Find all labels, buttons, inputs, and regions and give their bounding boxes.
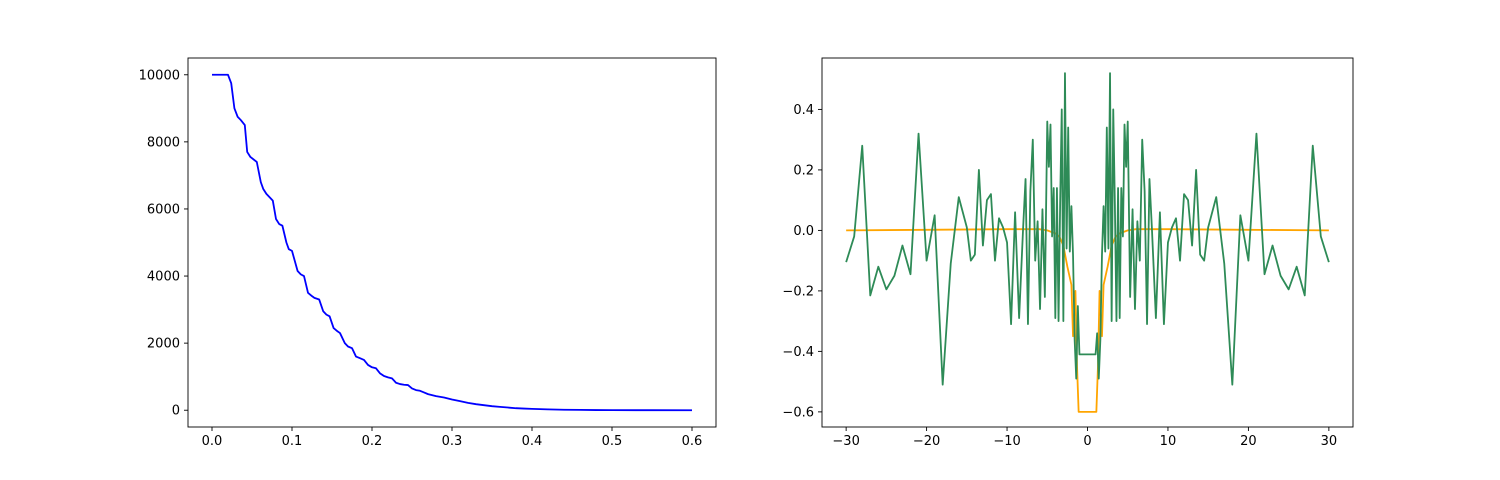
right-chart-y-tick-label: 0.0 <box>793 224 814 239</box>
left-chart-series <box>212 73 693 412</box>
right-chart-x-tick-label: 30 <box>1321 434 1338 449</box>
left-chart-y-tick-label: 8000 <box>147 135 180 150</box>
left-chart-series-line-0 <box>212 73 693 412</box>
right-chart-x-tick-label: −20 <box>913 434 940 449</box>
right-chart-x-tick-label: 0 <box>1083 434 1091 449</box>
right-chart-x-tick-label: 20 <box>1240 434 1257 449</box>
right-chart-x-tick-label: −30 <box>832 434 859 449</box>
right-chart-y-tick-label: 0.2 <box>793 163 814 178</box>
left-chart-y-tick-label: 4000 <box>147 270 180 285</box>
left-chart-x-tick-label: 0.1 <box>282 434 303 449</box>
left-chart-ticks: 0.0 0.1 0.2 0.3 0.4 0.5 0.6 0 2000 4000 6000 8000 10… <box>139 68 703 449</box>
right-chart-series <box>845 72 1330 413</box>
right-chart: −30 −20 −10 0 10 20 30 −0.6 −0.4 −0.2 0.0 0.2 0.4 <box>782 57 1354 449</box>
left-chart-y-tick-label: 0 <box>172 404 180 419</box>
left-chart: 0.0 0.1 0.2 0.3 0.4 0.5 0.6 0 2000 4000 6000 8000 10… <box>139 57 717 449</box>
left-chart-y-tick-label: 2000 <box>147 337 180 352</box>
right-chart-x-tick-label: −10 <box>993 434 1020 449</box>
right-chart-y-tick-label: −0.4 <box>782 345 814 360</box>
right-chart-series-line-1 <box>845 72 1330 386</box>
right-chart-y-tick-label: −0.2 <box>782 284 814 299</box>
right-chart-y-tick-label: −0.6 <box>782 405 814 420</box>
left-chart-x-tick-label: 0.3 <box>442 434 463 449</box>
right-chart-ticks: −30 −20 −10 0 10 20 30 −0.6 −0.4 −0.2 0.0 0.2 0.4 <box>782 103 1337 449</box>
left-chart-x-tick-label: 0.4 <box>522 434 543 449</box>
left-chart-x-tick-label: 0.6 <box>682 434 703 449</box>
right-chart-x-tick-label: 10 <box>1160 434 1177 449</box>
left-chart-y-tick-label: 10000 <box>139 68 180 83</box>
left-chart-x-tick-label: 0.5 <box>602 434 623 449</box>
left-chart-y-tick-label: 6000 <box>147 202 180 217</box>
left-chart-x-tick-label: 0.2 <box>362 434 383 449</box>
right-chart-y-tick-label: 0.4 <box>793 103 814 118</box>
left-chart-x-tick-label: 0.0 <box>202 434 223 449</box>
